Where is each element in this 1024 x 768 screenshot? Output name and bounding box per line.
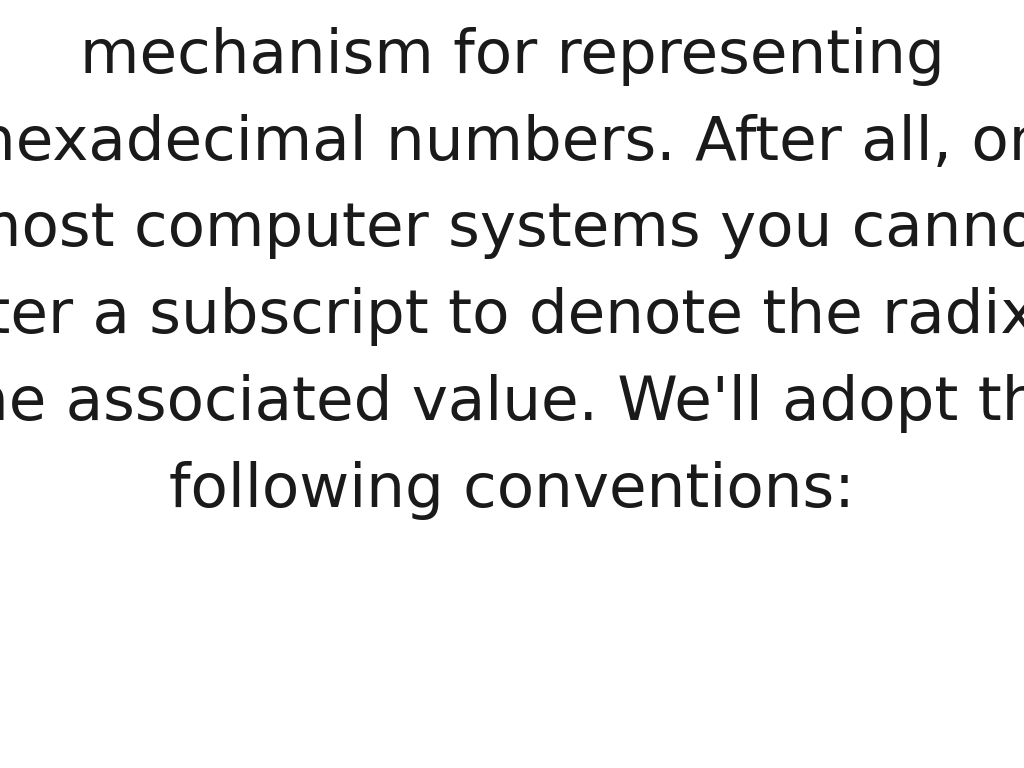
Text: enter a subscript to denote the radix of: enter a subscript to denote the radix of xyxy=(0,287,1024,346)
Text: following conventions:: following conventions: xyxy=(169,461,855,520)
Text: most computer systems you cannot: most computer systems you cannot xyxy=(0,200,1024,260)
Text: the associated value. We'll adopt the: the associated value. We'll adopt the xyxy=(0,374,1024,433)
Text: mechanism for representing: mechanism for representing xyxy=(80,27,944,86)
Text: hexadecimal numbers. After all, on: hexadecimal numbers. After all, on xyxy=(0,114,1024,173)
